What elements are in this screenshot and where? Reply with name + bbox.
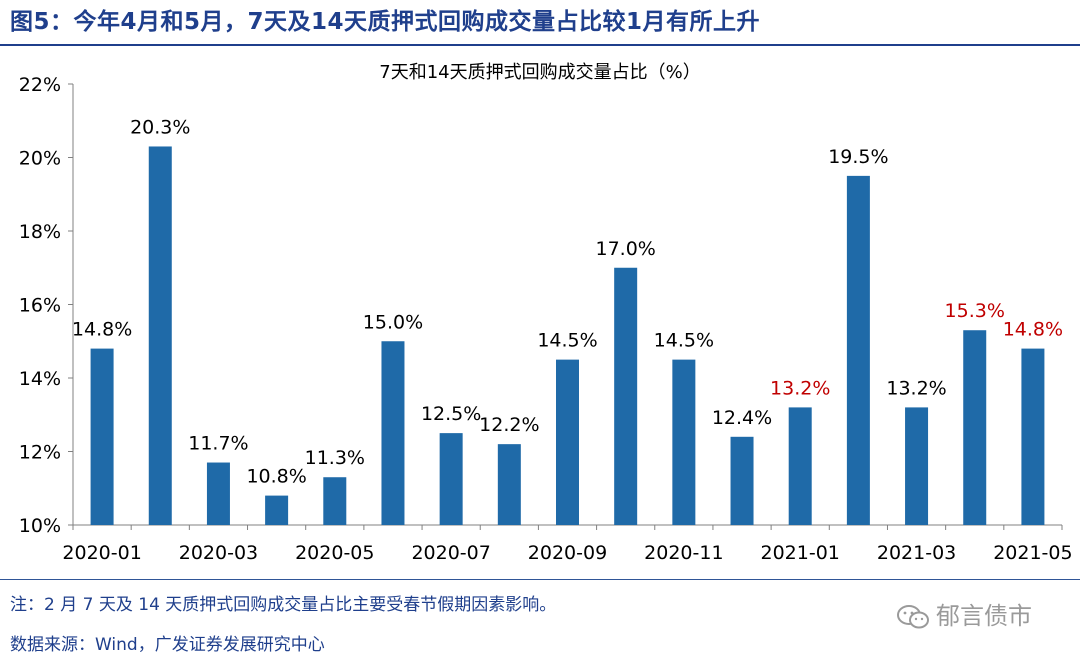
watermark: 郁言债市 bbox=[896, 596, 1032, 631]
data-label: 11.3% bbox=[305, 447, 365, 469]
bar-2021-05 bbox=[1021, 348, 1045, 525]
bar-2020-08 bbox=[497, 444, 521, 525]
data-label: 14.5% bbox=[537, 330, 597, 352]
y-tick-label: 10% bbox=[19, 515, 61, 537]
data-label: 12.2% bbox=[479, 414, 539, 436]
wechat-icon bbox=[897, 605, 929, 629]
data-label: 19.5% bbox=[828, 146, 888, 168]
x-tick-label: 2020-11 bbox=[644, 542, 723, 564]
y-tick-label: 22% bbox=[19, 74, 61, 96]
data-label: 10.8% bbox=[246, 466, 306, 488]
bar-2021-03 bbox=[905, 407, 929, 525]
bar-2020-03 bbox=[206, 462, 230, 525]
data-label: 12.4% bbox=[712, 407, 772, 429]
y-tick-label: 16% bbox=[19, 295, 61, 317]
data-source: 数据来源：Wind，广发证券发展研究中心 bbox=[10, 635, 325, 655]
figure-title: 图5：今年4月和5月，7天及14天质押式回购成交量占比较1月有所上升 bbox=[10, 9, 761, 35]
title-divider bbox=[0, 44, 1080, 46]
bar-2021-02 bbox=[846, 175, 870, 525]
footnote: 注：2 月 7 天及 14 天质押式回购成交量占比主要受春节假期因素影响。 bbox=[10, 595, 557, 615]
y-tick-label: 20% bbox=[19, 148, 61, 170]
x-tick-label: 2020-05 bbox=[295, 542, 374, 564]
x-tick-label: 2020-01 bbox=[62, 542, 141, 564]
data-label: 17.0% bbox=[595, 238, 655, 260]
bars bbox=[90, 146, 1045, 525]
data-label: 15.0% bbox=[363, 311, 423, 333]
x-tick-label: 2021-03 bbox=[877, 542, 956, 564]
bar-2020-06 bbox=[381, 341, 405, 525]
data-label: 11.7% bbox=[188, 433, 248, 455]
bar-chart: 7天和14天质押式回购成交量占比（%） 10% 12% 14% 16% 18% 20% 22… bbox=[19, 62, 1073, 564]
y-axis: 10% 12% 14% 16% 18% 20% 22% bbox=[19, 74, 74, 537]
data-label: 13.2% bbox=[886, 377, 946, 399]
data-label: 14.5% bbox=[654, 330, 714, 352]
bar-2020-01 bbox=[90, 348, 114, 525]
bar-2020-04 bbox=[265, 495, 289, 525]
watermark-text: 郁言债市 bbox=[936, 602, 1032, 630]
bar-2020-11 bbox=[672, 359, 696, 525]
bar-2020-12 bbox=[730, 436, 754, 525]
x-tick-label: 2020-09 bbox=[528, 542, 607, 564]
x-tick-label: 2020-07 bbox=[411, 542, 490, 564]
data-label: 13.2% bbox=[770, 377, 830, 399]
bar-2021-01 bbox=[788, 407, 812, 525]
data-labels: 14.8% 20.3% 11.7% 10.8%11.3% 15.0% 12.5%12.2%… bbox=[72, 116, 1063, 487]
data-label: 14.8% bbox=[1003, 319, 1063, 341]
bar-2020-10 bbox=[614, 267, 638, 525]
bar-2020-02 bbox=[148, 146, 172, 525]
y-tick-label: 18% bbox=[19, 221, 61, 243]
bar-2020-09 bbox=[556, 359, 579, 525]
x-tick-label: 2021-05 bbox=[993, 542, 1072, 564]
footer-divider bbox=[0, 579, 1080, 580]
data-label: 12.5% bbox=[421, 403, 481, 425]
bar-2020-07 bbox=[439, 433, 463, 525]
y-tick-label: 14% bbox=[19, 368, 61, 390]
bar-2020-05 bbox=[323, 477, 347, 525]
bar-2021-04 bbox=[963, 330, 987, 525]
x-tick-label: 2021-01 bbox=[761, 542, 840, 564]
y-tick-label: 12% bbox=[19, 442, 61, 464]
data-label: 20.3% bbox=[130, 116, 190, 138]
x-axis: 2020-01 2020-03 2020-05 2020-07 2020-09 2020-… bbox=[62, 524, 1073, 564]
data-label: 15.3% bbox=[945, 300, 1005, 322]
chart-title: 7天和14天质押式回购成交量占比（%） bbox=[379, 62, 700, 83]
x-tick-label: 2020-03 bbox=[179, 542, 258, 564]
data-label: 14.8% bbox=[72, 319, 132, 341]
